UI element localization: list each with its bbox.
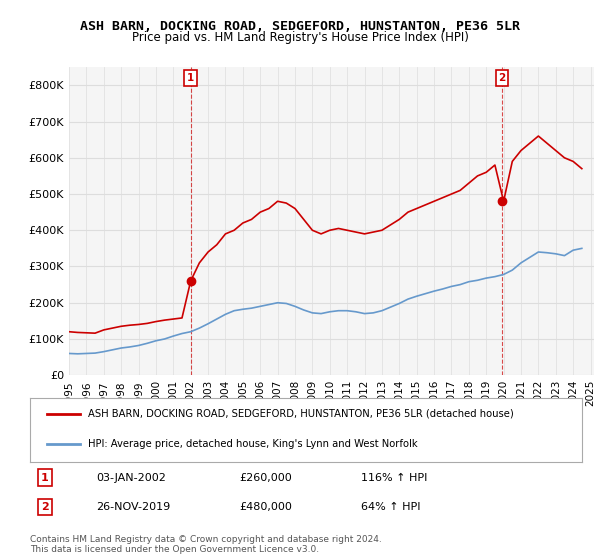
Text: ASH BARN, DOCKING ROAD, SEDGEFORD, HUNSTANTON, PE36 5LR (detached house): ASH BARN, DOCKING ROAD, SEDGEFORD, HUNST… xyxy=(88,409,514,419)
Text: 116% ↑ HPI: 116% ↑ HPI xyxy=(361,473,428,483)
Text: 2: 2 xyxy=(41,502,49,512)
Text: 1: 1 xyxy=(187,73,194,83)
Text: 64% ↑ HPI: 64% ↑ HPI xyxy=(361,502,421,512)
Text: Contains HM Land Registry data © Crown copyright and database right 2024.
This d: Contains HM Land Registry data © Crown c… xyxy=(30,535,382,554)
Text: 03-JAN-2002: 03-JAN-2002 xyxy=(96,473,166,483)
Text: 26-NOV-2019: 26-NOV-2019 xyxy=(96,502,170,512)
Text: HPI: Average price, detached house, King's Lynn and West Norfolk: HPI: Average price, detached house, King… xyxy=(88,439,418,449)
Text: 2: 2 xyxy=(498,73,505,83)
Text: Price paid vs. HM Land Registry's House Price Index (HPI): Price paid vs. HM Land Registry's House … xyxy=(131,31,469,44)
Text: ASH BARN, DOCKING ROAD, SEDGEFORD, HUNSTANTON, PE36 5LR: ASH BARN, DOCKING ROAD, SEDGEFORD, HUNST… xyxy=(80,20,520,32)
Text: £480,000: £480,000 xyxy=(240,502,293,512)
Text: £260,000: £260,000 xyxy=(240,473,293,483)
Text: 1: 1 xyxy=(41,473,49,483)
